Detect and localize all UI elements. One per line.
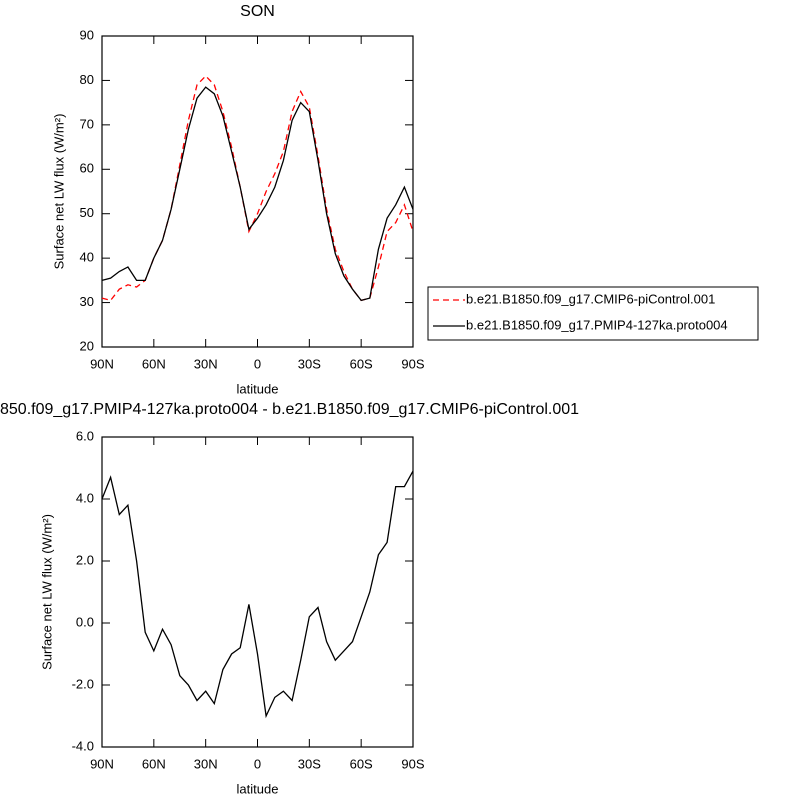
x-tick-label: 60N: [142, 756, 166, 771]
y-tick-label: 6.0: [76, 428, 94, 443]
y-axis-label: Surface net LW flux (W/m²): [51, 114, 66, 270]
y-tick-label: 20: [80, 338, 94, 353]
x-tick-label: 60S: [350, 356, 373, 371]
legend-label: b.e21.B1850.f09_g17.CMIP6-piControl.001: [466, 291, 715, 306]
x-tick-label: 90N: [90, 356, 114, 371]
y-tick-label: 50: [80, 205, 94, 220]
x-tick-label: 30S: [298, 356, 321, 371]
x-tick-label: 90S: [401, 356, 424, 371]
data-line: [101, 75, 414, 302]
x-axis-label: latitude: [237, 781, 279, 796]
x-tick-label: 0: [254, 356, 261, 371]
y-axis-label: Surface net LW flux (W/m²): [39, 514, 54, 670]
legend-label: b.e21.B1850.f09_g17.PMIP4-127ka.proto004: [466, 317, 728, 332]
plot-frame: [101, 35, 414, 348]
x-tick-label: 30N: [194, 756, 218, 771]
x-tick-label: 30N: [194, 356, 218, 371]
plot-frame: [101, 436, 414, 748]
y-tick-label: 80: [80, 72, 94, 87]
x-tick-label: 30S: [298, 756, 321, 771]
y-tick-label: 30: [80, 294, 94, 309]
y-tick-label: 60: [80, 161, 94, 176]
x-axis-label: latitude: [237, 381, 279, 396]
x-tick-label: 60S: [350, 756, 373, 771]
y-tick-label: 4.0: [76, 490, 94, 505]
x-tick-label: 90N: [90, 756, 114, 771]
y-tick-label: 90: [80, 27, 94, 42]
x-tick-label: 90S: [401, 756, 424, 771]
chart-title: SON: [240, 3, 275, 20]
y-tick-label: 40: [80, 250, 94, 265]
y-tick-label: -4.0: [72, 738, 94, 753]
y-tick-label: -2.0: [72, 676, 94, 691]
data-line: [101, 470, 414, 719]
x-tick-label: 0: [254, 756, 261, 771]
legend-box: [427, 286, 759, 341]
y-tick-label: 2.0: [76, 552, 94, 567]
chart-title: b.e21.B1850.f09_g17.PMIP4-127ka.proto004…: [0, 401, 579, 418]
data-line: [101, 86, 414, 302]
y-tick-label: 70: [80, 116, 94, 131]
y-tick-label: 0.0: [76, 614, 94, 629]
x-tick-label: 60N: [142, 356, 166, 371]
